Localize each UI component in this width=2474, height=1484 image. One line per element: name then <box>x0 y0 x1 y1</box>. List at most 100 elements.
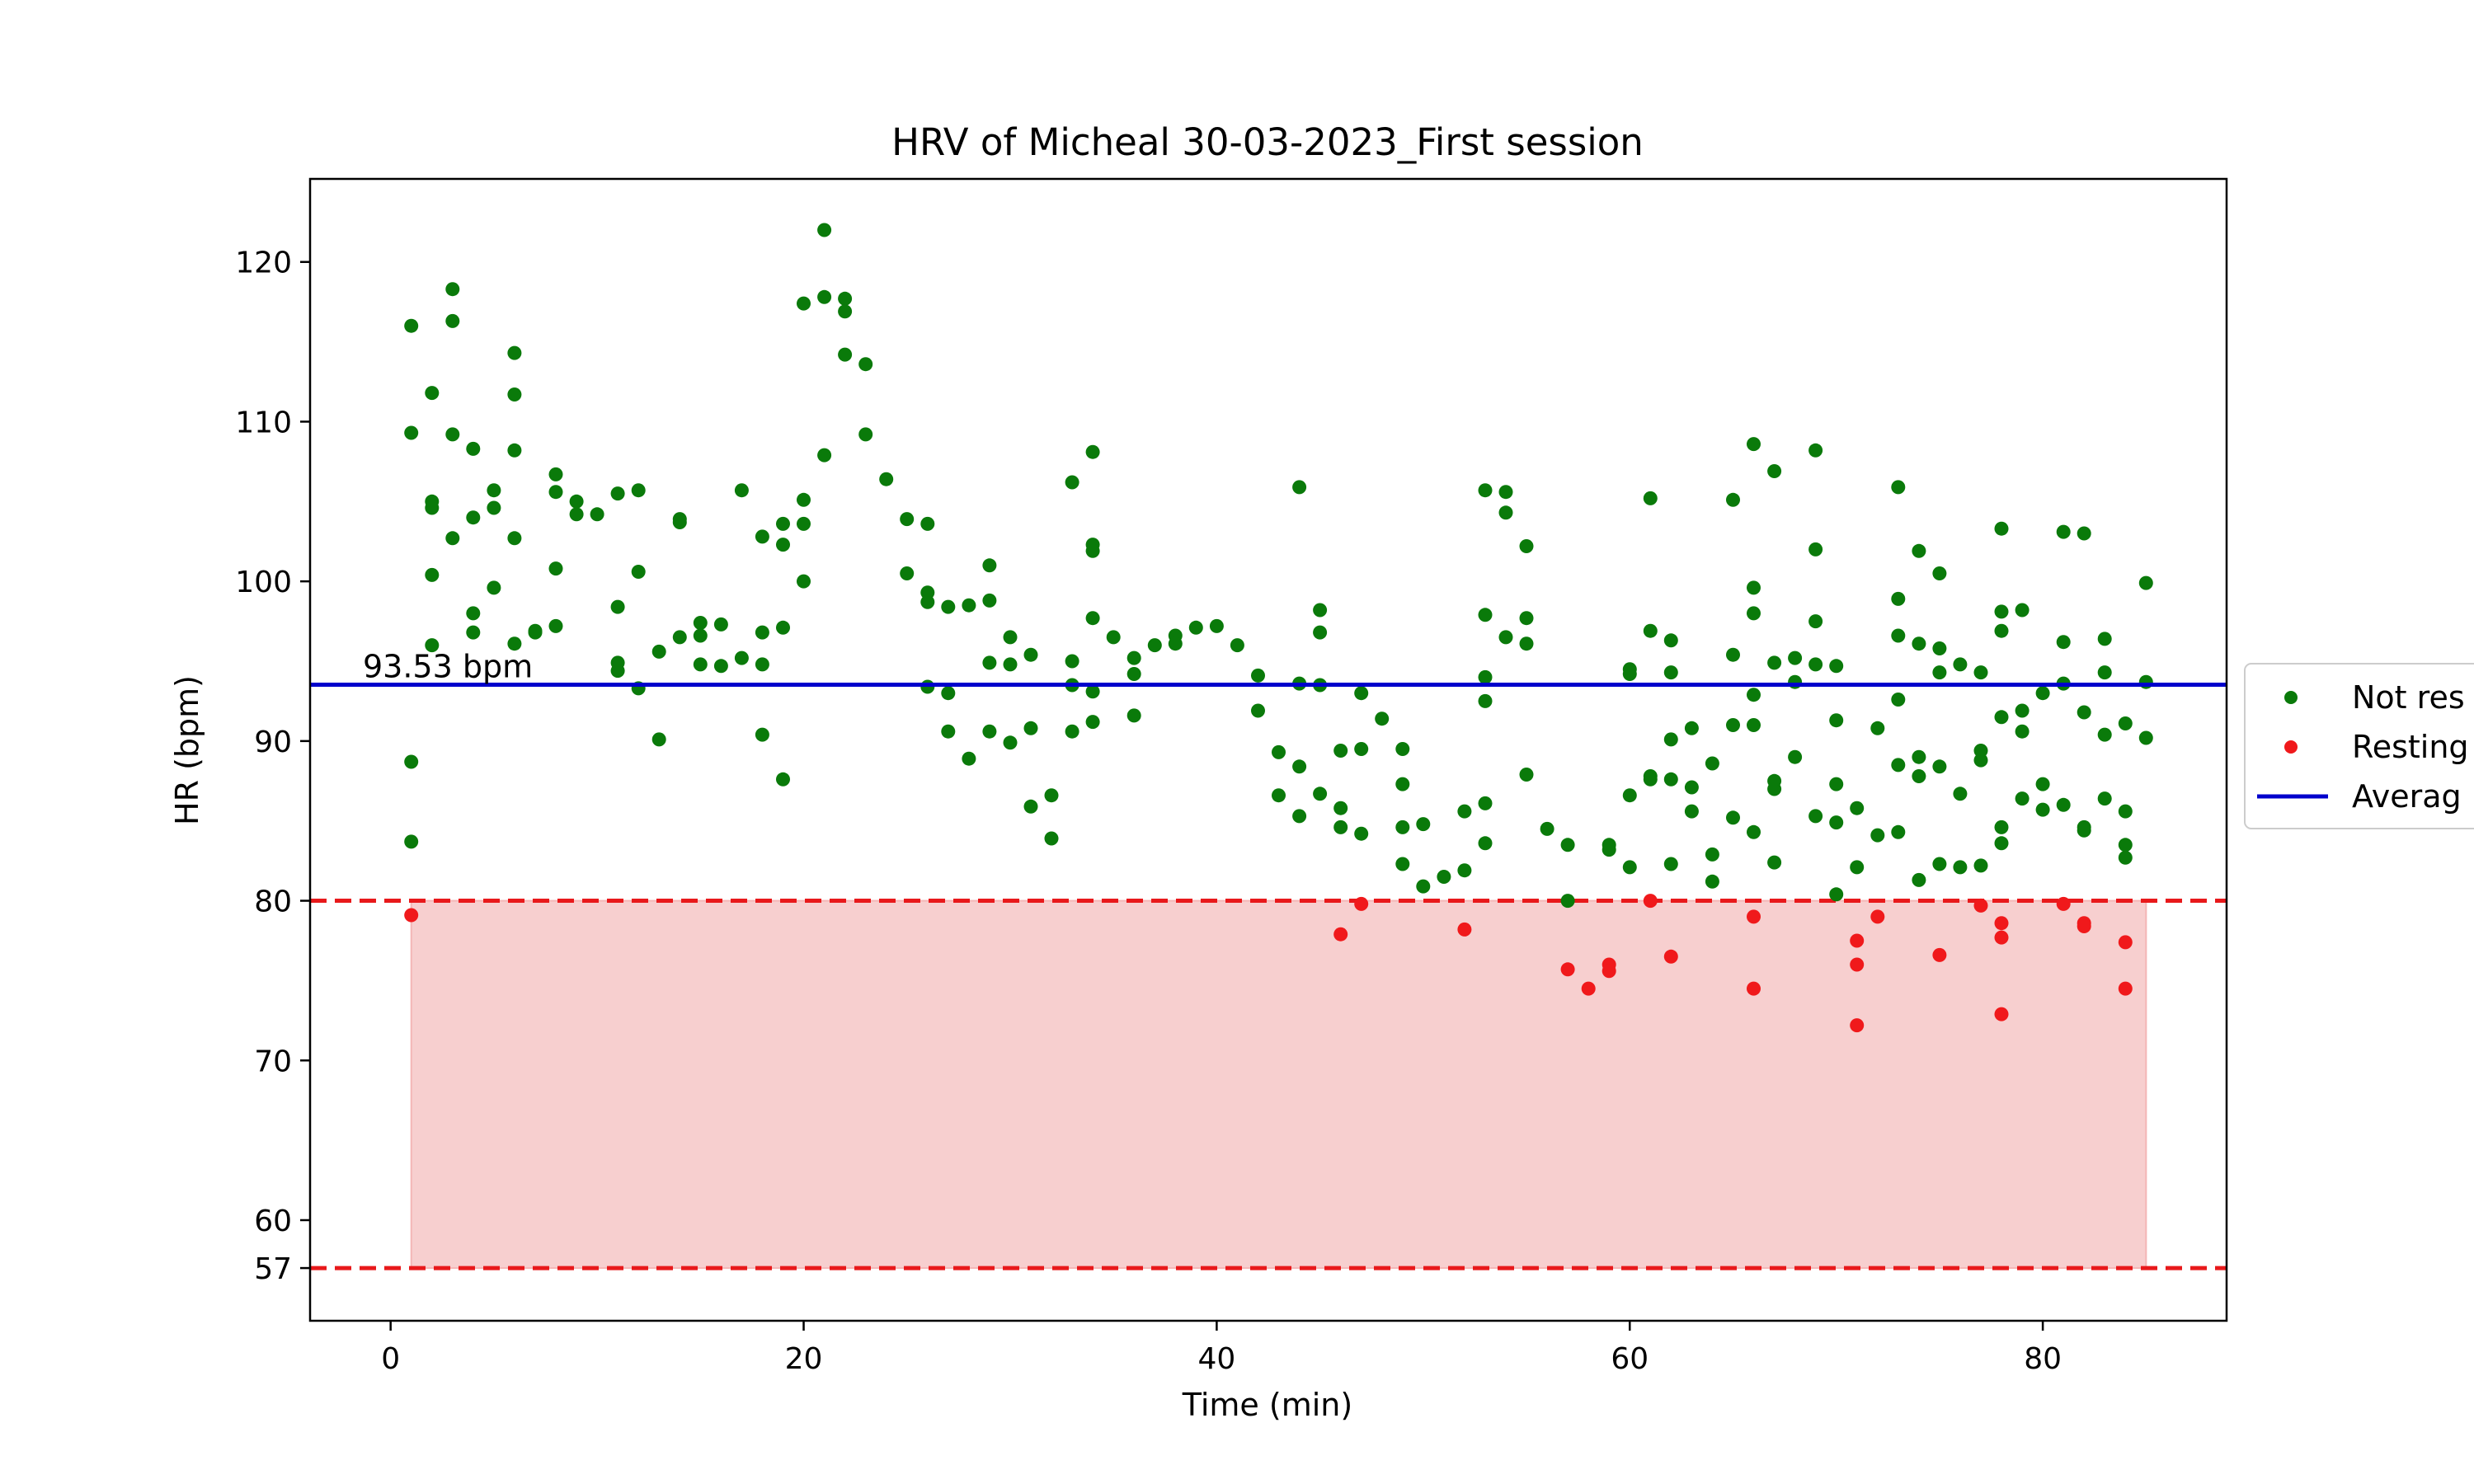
not-resting-point <box>2077 526 2091 541</box>
x-tick-label: 60 <box>1611 1342 1649 1376</box>
not-resting-point <box>548 467 563 481</box>
not-resting-point <box>1622 860 1637 875</box>
not-resting-point <box>1788 749 1803 764</box>
not-resting-point <box>507 531 522 546</box>
not-resting-point <box>445 282 460 297</box>
not-resting-point <box>1085 684 1100 699</box>
not-resting-point <box>1519 636 1534 651</box>
not-resting-point <box>1705 874 1719 889</box>
not-resting-point <box>1333 744 1348 758</box>
not-resting-point <box>1808 614 1823 629</box>
not-resting-point <box>1272 788 1286 803</box>
not-resting-point <box>982 724 997 739</box>
not-resting-point <box>1395 777 1410 791</box>
x-axis-label: Time (min) <box>1182 1387 1352 1423</box>
not-resting-point <box>1251 668 1265 683</box>
not-resting-point <box>487 483 501 498</box>
not-resting-point <box>1932 759 1947 774</box>
not-resting-point <box>2015 724 2030 739</box>
not-resting-point <box>1622 667 1637 681</box>
not-resting-point <box>1891 591 1906 606</box>
not-resting-point <box>1663 857 1678 871</box>
not-resting-point <box>569 494 584 509</box>
not-resting-point <box>920 594 935 609</box>
not-resting-point <box>1023 647 1038 662</box>
not-resting-point <box>1767 464 1782 478</box>
not-resting-point <box>962 598 976 613</box>
not-resting-point <box>404 834 419 849</box>
not-resting-point <box>1478 608 1493 622</box>
not-resting-point <box>1023 721 1038 735</box>
not-resting-point <box>1705 847 1719 862</box>
not-resting-point <box>858 427 873 442</box>
not-resting-point <box>1829 777 1844 791</box>
not-resting-point <box>900 512 915 527</box>
resting-point <box>1663 949 1678 964</box>
not-resting-point <box>1478 669 1493 684</box>
not-resting-point <box>1519 611 1534 626</box>
not-resting-point <box>1747 824 1761 839</box>
y-tick-label: 80 <box>254 885 292 919</box>
x-axis-ticks: 0 20 40 60 80 <box>381 1321 2062 1376</box>
not-resting-point <box>1354 826 1369 841</box>
resting-point <box>1354 896 1369 911</box>
not-resting-point <box>1808 542 1823 556</box>
y-tick-label: 57 <box>254 1252 292 1286</box>
not-resting-point <box>425 638 440 653</box>
not-resting-point <box>487 580 501 595</box>
not-resting-point <box>1726 810 1740 825</box>
not-resting-point <box>1747 688 1761 702</box>
resting-point <box>1850 957 1865 972</box>
not-resting-point <box>1354 686 1369 701</box>
not-resting-point <box>1272 744 1286 759</box>
not-resting-point <box>548 618 563 633</box>
not-resting-point <box>1085 444 1100 459</box>
resting-point <box>1870 909 1885 924</box>
not-resting-point <box>1870 721 1885 735</box>
resting-point <box>1333 927 1348 942</box>
legend-marker-resting <box>2284 740 2298 754</box>
not-resting-point <box>1808 443 1823 458</box>
not-resting-point <box>817 223 832 237</box>
not-resting-point <box>2138 674 2153 689</box>
not-resting-point <box>1085 611 1100 626</box>
not-resting-point <box>1932 857 1947 871</box>
not-resting-point <box>2118 804 2133 819</box>
not-resting-point <box>1519 768 1534 782</box>
not-resting-point <box>672 630 687 645</box>
not-resting-point <box>610 664 625 679</box>
not-resting-point <box>2015 791 2030 806</box>
not-resting-point <box>445 531 460 546</box>
not-resting-point <box>1478 483 1493 498</box>
not-resting-point <box>755 657 769 672</box>
not-resting-point <box>734 650 749 665</box>
not-resting-point <box>1953 860 1968 875</box>
not-resting-point <box>776 772 790 787</box>
not-resting-point <box>631 483 646 498</box>
not-resting-point <box>1684 804 1699 819</box>
not-resting-point <box>1973 753 1988 768</box>
not-resting-point <box>404 754 419 769</box>
resting-point <box>1994 916 2009 931</box>
not-resting-point <box>1994 623 2009 638</box>
not-resting-point <box>838 291 853 306</box>
not-resting-point <box>651 644 666 659</box>
not-resting-point <box>631 565 646 579</box>
not-resting-point <box>1354 742 1369 756</box>
not-resting-point <box>1333 819 1348 834</box>
not-resting-point <box>1953 657 1968 672</box>
not-resting-point <box>1498 485 1513 500</box>
not-resting-point <box>1829 815 1844 830</box>
not-resting-point <box>817 289 832 304</box>
not-resting-point <box>1953 787 1968 801</box>
resting-point <box>1560 962 1575 977</box>
not-resting-point <box>1313 787 1328 801</box>
data-points <box>404 223 2153 1033</box>
average-line-group: 93.53 bpm <box>310 648 2227 687</box>
not-resting-point <box>2077 705 2091 720</box>
legend-label-average: Averag <box>2352 778 2462 815</box>
legend: Not res Resting Averag <box>2244 663 2474 829</box>
y-tick-label: 60 <box>254 1205 292 1238</box>
resting-point <box>1994 1007 2009 1021</box>
